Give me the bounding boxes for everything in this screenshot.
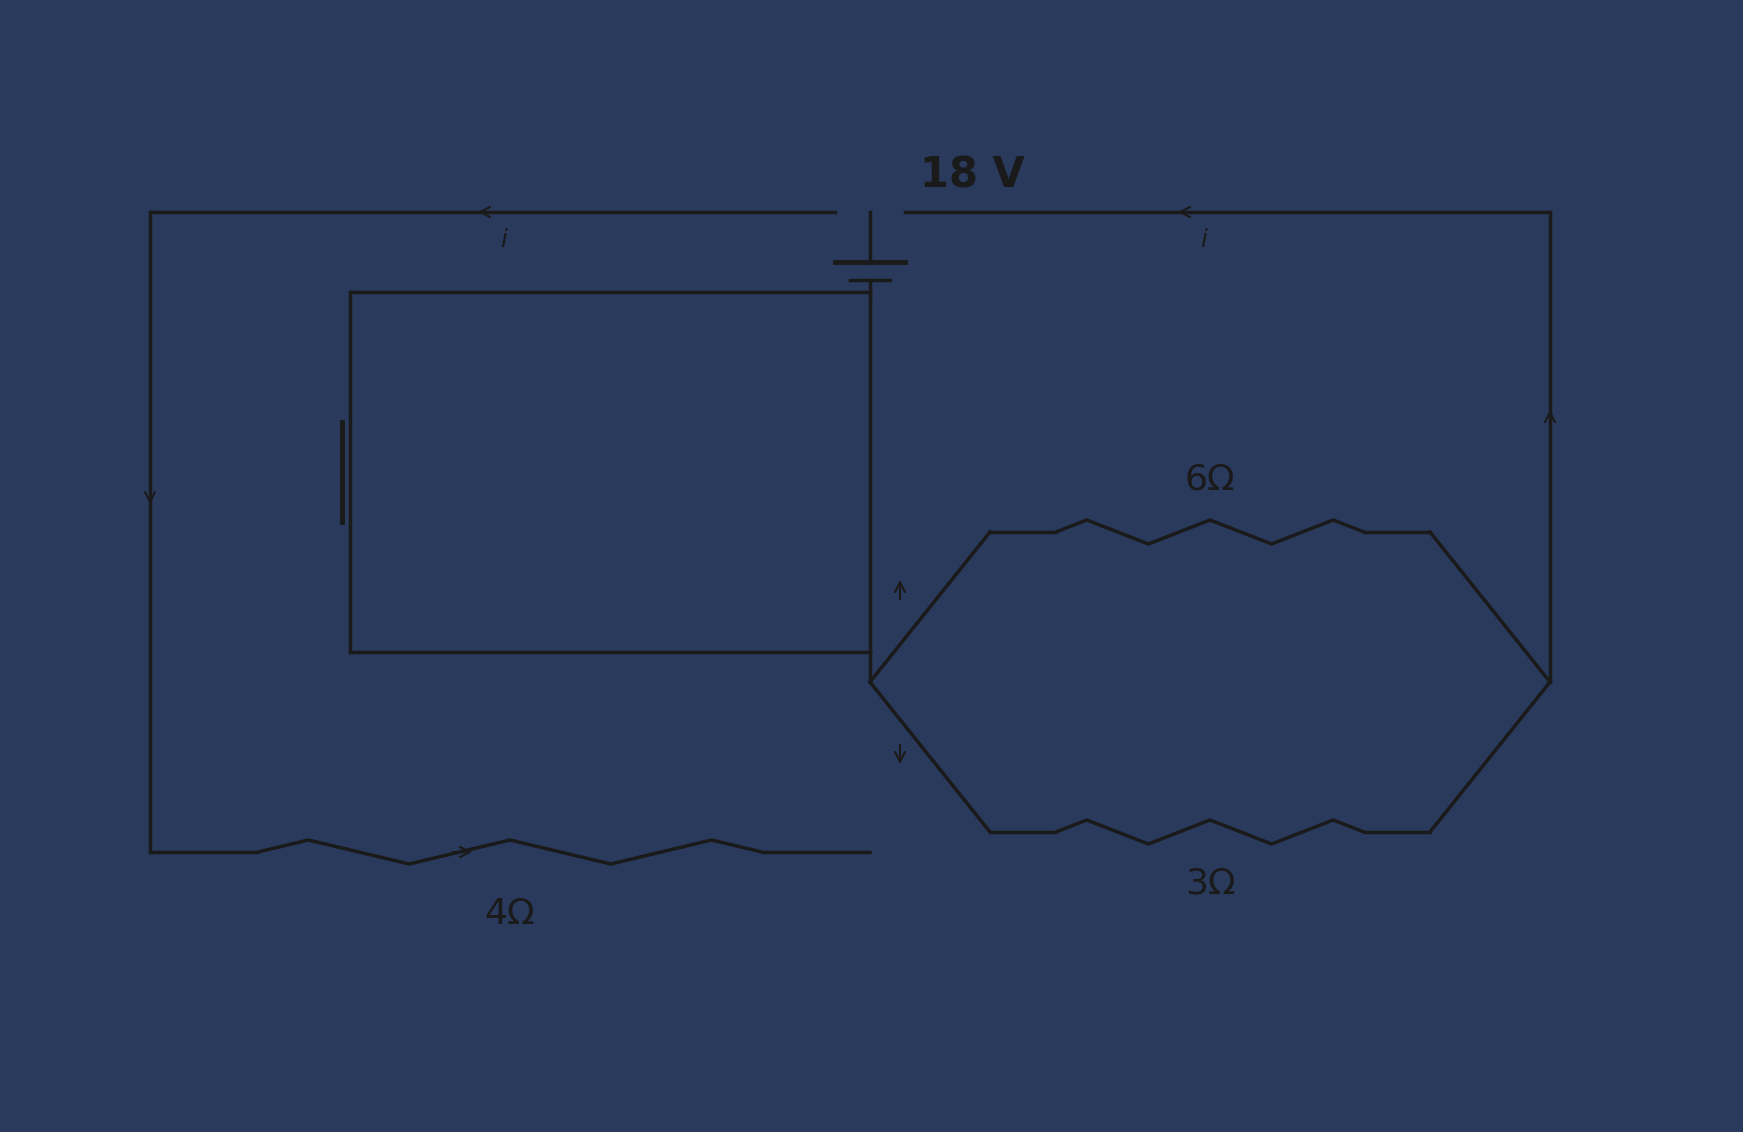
Text: 18 V: 18 V — [920, 155, 1025, 197]
Text: 3Ω: 3Ω — [1185, 867, 1236, 901]
Text: i: i — [500, 228, 507, 252]
Text: i: i — [1199, 228, 1206, 252]
Text: 6Ω: 6Ω — [1185, 463, 1236, 497]
Text: 4Ω: 4Ω — [485, 897, 535, 931]
